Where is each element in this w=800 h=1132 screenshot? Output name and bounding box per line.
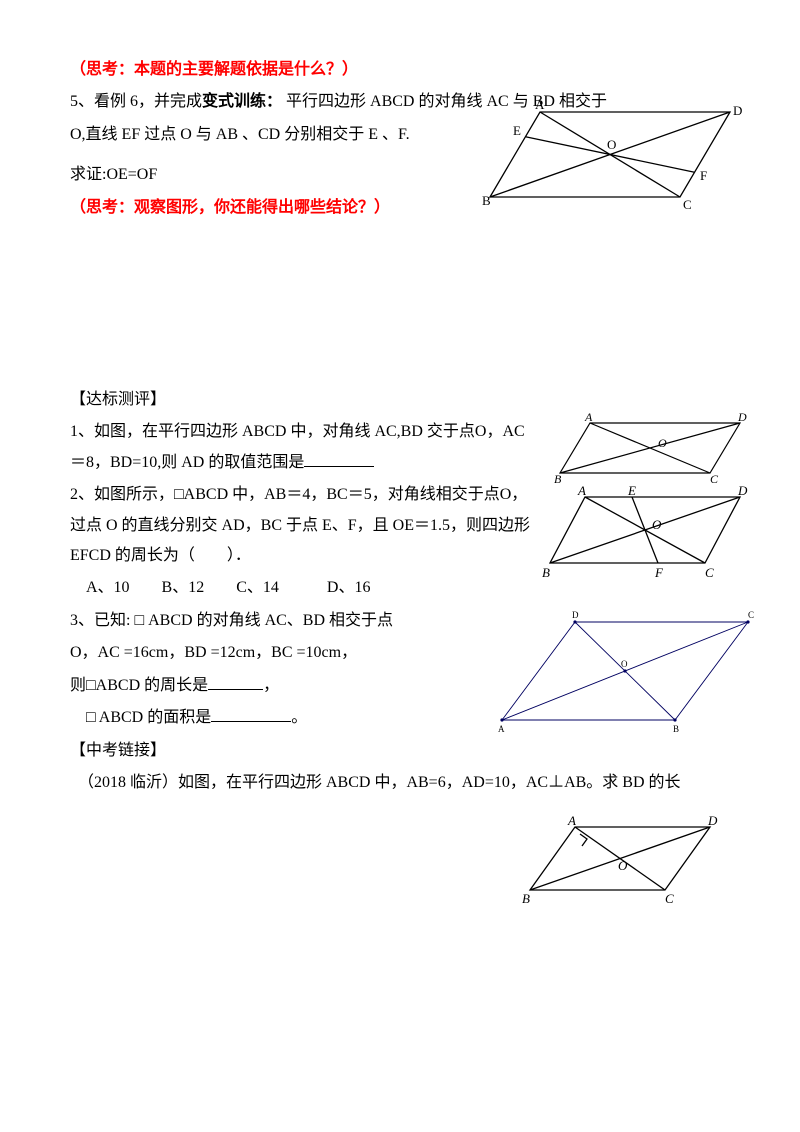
label-C: C (748, 610, 754, 620)
label-E: E (627, 485, 636, 498)
q3-blank1 (208, 671, 263, 690)
q3-c: 则□ABCD 的周长是 ， (70, 671, 530, 702)
label-O: O (607, 137, 616, 152)
label-B: B (522, 891, 530, 905)
q5-line2: O,直线 EF 过点 O 与 AB 、CD 分别相交于 E 、F. (70, 120, 530, 150)
label-D: D (733, 103, 742, 118)
label-A: A (567, 815, 576, 828)
q5-b: 变式训练： (202, 93, 282, 110)
q3-blank2 (211, 703, 291, 722)
label-B: B (554, 472, 562, 485)
label-A: A (584, 413, 593, 424)
label-E: E (513, 123, 521, 138)
label-O: O (658, 436, 667, 450)
label-D: D (737, 485, 748, 498)
q4: （2018 临沂）如图，在平行四边形 ABCD 中，AB=6，AD=10，AC⊥… (70, 768, 730, 798)
label-B: B (542, 565, 550, 580)
label-O: O (621, 659, 628, 669)
label-C: C (683, 197, 692, 212)
figure-2-parallelogram: A D B C O (550, 413, 750, 485)
think1: （思考：本题的主要解题依据是什么？） (70, 61, 358, 78)
q3-b: O，AC =16cm，BD =12cm，BC =10cm， (70, 638, 530, 668)
figure-5-parallelogram: A D B C O (520, 815, 720, 905)
label-B: B (673, 724, 679, 734)
q1: 1、如图，在平行四边形 ABCD 中，对角线 AC,BD 交于点O，AC＝8，B… (70, 417, 530, 478)
q3-comma: ， (263, 677, 279, 694)
label-C: C (665, 891, 674, 905)
q3-e-text: □ ABCD 的面积是 (70, 709, 211, 726)
label-A: A (498, 724, 505, 734)
label-O: O (618, 858, 628, 873)
figure-4-parallelogram: D C A B O (490, 610, 760, 740)
label-C: C (705, 565, 714, 580)
q2: 2、如图所示，□ABCD 中，AB＝4，BC＝5，对角线相交于点O，过点 O 的… (70, 480, 530, 571)
label-A: A (535, 97, 545, 112)
figure-3-parallelogram: A E D B F C O (540, 485, 750, 580)
q3-c-text: 则□ABCD 的周长是 (70, 677, 208, 694)
figure-1-parallelogram: A D B C E F O (480, 97, 750, 217)
q5-line3: 求证:OE=OF (70, 160, 530, 190)
q3-period: 。 (291, 709, 307, 726)
q3-e: □ ABCD 的面积是 。 (70, 703, 530, 734)
q1-text: 1、如图，在平行四边形 ABCD 中，对角线 AC,BD 交于点O，AC＝8，B… (70, 423, 525, 471)
q1-blank (304, 448, 374, 467)
label-B: B (482, 193, 491, 208)
label-D: D (707, 815, 718, 828)
link-title: 【中考链接】 (70, 736, 730, 766)
top-section: （思考：本题的主要解题依据是什么？） 5、看例 6，并完成变式训练： 平行四边形… (70, 55, 730, 223)
section-title: 【达标测评】 (70, 385, 730, 415)
label-A: A (577, 485, 586, 498)
label-F: F (654, 565, 664, 580)
label-F: F (700, 168, 707, 183)
label-O: O (652, 517, 662, 532)
q3-a: 3、已知: □ ABCD 的对角线 AC、BD 相交于点 (70, 606, 530, 636)
label-C: C (710, 472, 719, 485)
q5-a: 5、看例 6，并完成 (70, 93, 202, 110)
label-D: D (737, 413, 747, 424)
label-D: D (572, 610, 579, 620)
think2: （思考：观察图形，你还能得出哪些结论？） (70, 199, 390, 216)
assessment-section: 【达标测评】 1、如图，在平行四边形 ABCD 中，对角线 AC,BD 交于点O… (70, 385, 730, 799)
